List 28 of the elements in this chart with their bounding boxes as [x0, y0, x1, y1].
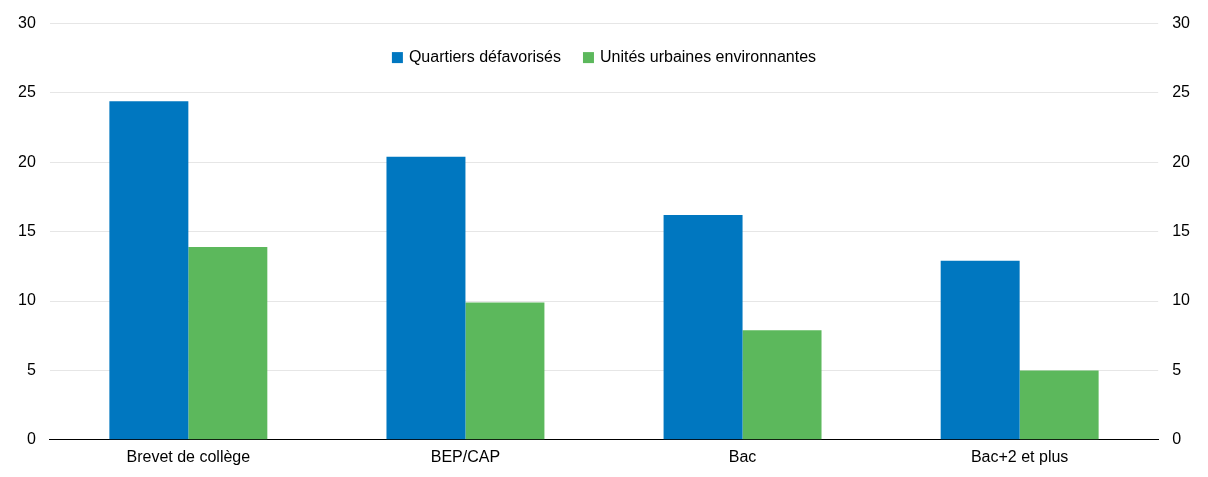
y2-tick-label: 10	[1172, 291, 1191, 309]
y2-tick-label: 20	[1172, 152, 1191, 170]
y2-tick-label: 5	[1172, 360, 1182, 378]
x-tick-label: Bac+2 et plus	[970, 447, 1069, 465]
x-tick-label: Bac	[728, 447, 757, 465]
bar	[1019, 370, 1099, 440]
y-tick-label: 15	[18, 222, 36, 240]
y2-tick-label: 25	[1172, 83, 1191, 101]
y-tick-label: 10	[18, 291, 36, 309]
legend-label: Unités urbaines environnantes	[599, 48, 817, 66]
legend-label: Quartiers défavorisés	[408, 48, 561, 66]
y-tick-label: 0	[26, 430, 36, 448]
bar	[663, 215, 743, 440]
bar	[386, 156, 466, 440]
y-tick-label: 5	[26, 360, 36, 378]
bar	[188, 246, 268, 440]
y2-tick-label: 0	[1172, 430, 1182, 448]
x-tick-label: Brevet de collège	[126, 447, 251, 465]
x-tick-label: BEP/CAP	[430, 447, 501, 465]
bar	[742, 330, 822, 440]
y2-tick-label: 15	[1172, 222, 1191, 240]
y2-tick-label: 30	[1172, 14, 1191, 32]
y-tick-label: 20	[18, 152, 36, 170]
y-tick-label: 25	[18, 83, 36, 101]
y-tick-label: 30	[18, 14, 36, 32]
bar	[940, 260, 1020, 440]
bar	[465, 302, 545, 440]
bar	[109, 101, 189, 440]
